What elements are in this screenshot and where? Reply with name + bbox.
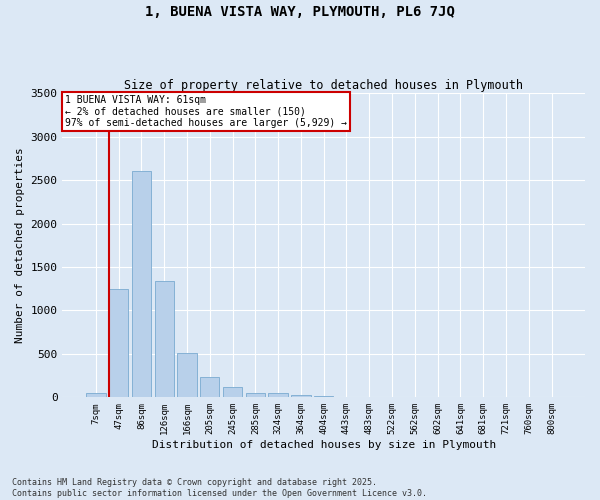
Bar bbox=[245, 392, 265, 398]
X-axis label: Distribution of detached houses by size in Plymouth: Distribution of detached houses by size … bbox=[152, 440, 496, 450]
Bar bbox=[86, 392, 106, 398]
Bar bbox=[178, 353, 197, 398]
Text: 1, BUENA VISTA WAY, PLYMOUTH, PL6 7JQ: 1, BUENA VISTA WAY, PLYMOUTH, PL6 7JQ bbox=[145, 5, 455, 19]
Bar bbox=[314, 396, 334, 398]
Bar bbox=[155, 281, 174, 398]
Bar bbox=[109, 288, 128, 398]
Bar bbox=[223, 387, 242, 398]
Bar bbox=[200, 378, 220, 398]
Text: Contains HM Land Registry data © Crown copyright and database right 2025.
Contai: Contains HM Land Registry data © Crown c… bbox=[12, 478, 427, 498]
Y-axis label: Number of detached properties: Number of detached properties bbox=[15, 148, 25, 343]
Text: 1 BUENA VISTA WAY: 61sqm
← 2% of detached houses are smaller (150)
97% of semi-d: 1 BUENA VISTA WAY: 61sqm ← 2% of detache… bbox=[65, 94, 347, 128]
Bar bbox=[268, 394, 288, 398]
Bar bbox=[132, 170, 151, 398]
Bar bbox=[291, 394, 311, 398]
Title: Size of property relative to detached houses in Plymouth: Size of property relative to detached ho… bbox=[124, 79, 523, 92]
